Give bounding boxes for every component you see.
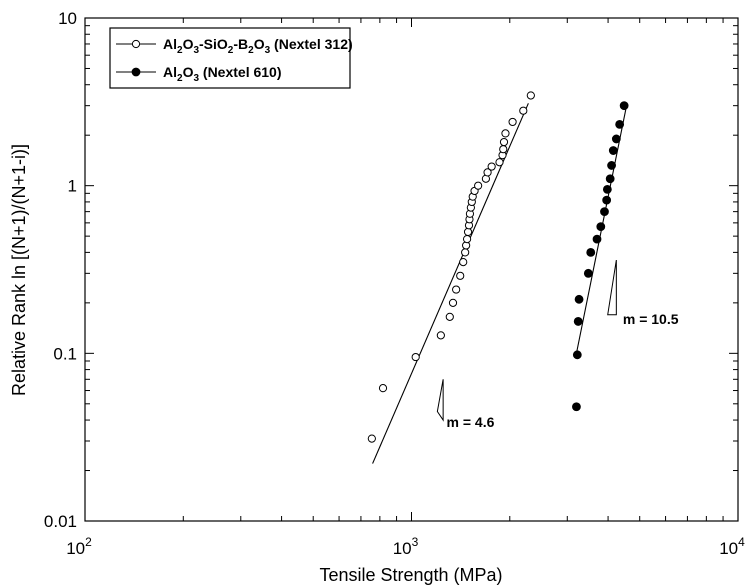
data-point-series-2 (619, 101, 629, 111)
data-point-series-1 (456, 271, 465, 280)
data-point-series-2 (586, 247, 596, 257)
data-markers (367, 91, 629, 443)
data-point-series-2 (600, 207, 609, 217)
slope-annotations: m = 4.6 m = 10.5 (436, 259, 679, 430)
y-tick-label: 1 (68, 177, 77, 196)
legend-label-part: O (254, 36, 265, 52)
data-point-series-1 (519, 106, 528, 115)
data-point-series-2 (573, 317, 583, 326)
data-point-series-2 (607, 161, 616, 170)
legend-label-part: O (183, 36, 194, 52)
data-point-series-1 (508, 117, 517, 127)
data-point-series-1 (499, 145, 508, 154)
slope-triangle (607, 259, 617, 316)
y-tick-label: 10 (58, 9, 77, 28)
legend-label-part: -SiO (199, 36, 228, 52)
data-point-series-1 (448, 298, 458, 307)
legend-label-1: Al2O3-SiO2-B2O3 (Nextel 312) (163, 36, 353, 56)
axis-ticks (84, 17, 739, 522)
data-point-series-1 (452, 285, 461, 294)
legend-label-part: 3 (193, 73, 199, 84)
plot-area (84, 17, 739, 522)
legend-label-part: -B (233, 36, 248, 52)
x-tick-base: 10 (393, 539, 412, 558)
data-point-series-2 (602, 195, 612, 205)
slope-label: m = 10.5 (623, 311, 679, 327)
data-point-series-2 (605, 174, 615, 184)
legend-label-part: 3 (193, 45, 199, 56)
data-point-series-1 (367, 434, 376, 443)
legend-label-2: Al2O3 (Nextel 610) (163, 64, 282, 84)
legend-label-part: 2 (177, 45, 183, 56)
data-point-series-1 (445, 312, 454, 321)
legend-label-part: (Nextel 610) (199, 64, 281, 80)
data-point-series-1 (495, 158, 504, 167)
y-tick-label: 0.1 (53, 344, 77, 363)
slope-label: m = 4.6 (447, 414, 495, 430)
data-point-series-1 (459, 258, 468, 267)
legend-label-part: 2 (248, 45, 254, 56)
data-point-series-2 (574, 294, 584, 304)
x-tick-exponent: 4 (738, 535, 745, 549)
legend-label-part: O (183, 64, 194, 80)
data-point-series-2 (615, 119, 625, 129)
legend: Al2O3-SiO2-B2O3 (Nextel 312)Al2O3 (Nexte… (109, 27, 353, 89)
x-tick-label: 104 (719, 535, 745, 558)
legend-box (109, 27, 351, 89)
x-tick-base: 10 (719, 539, 738, 558)
legend-label-part: 2 (228, 45, 234, 56)
data-point-series-1 (461, 248, 470, 257)
data-point-series-2 (611, 134, 621, 144)
data-point-series-1 (411, 352, 420, 362)
data-point-series-2 (572, 402, 581, 412)
data-point-series-2 (602, 185, 612, 194)
x-axis-title: Tensile Strength (MPa) (319, 565, 502, 585)
data-point-series-2 (572, 350, 582, 360)
legend-label-part: 3 (265, 45, 271, 56)
legend-label-part: Al (163, 36, 177, 52)
x-tick-label: 102 (66, 535, 92, 558)
data-point-series-1 (462, 235, 472, 244)
data-point-series-2 (596, 222, 606, 231)
x-tick-label: 103 (393, 535, 419, 558)
x-tick-exponent: 2 (85, 535, 92, 549)
data-point-series-1 (526, 91, 535, 100)
data-point-series-1 (436, 331, 445, 340)
data-point-series-1 (499, 137, 509, 147)
data-point-series-2 (592, 234, 602, 244)
data-point-series-1 (378, 384, 388, 393)
legend-label-part: (Nextel 312) (270, 36, 352, 52)
y-tick-label: 0.01 (44, 512, 77, 531)
slope-triangle (436, 379, 444, 422)
data-point-series-2 (608, 146, 618, 155)
data-point-series-1 (501, 129, 510, 138)
x-tick-base: 10 (66, 539, 85, 558)
legend-marker-1 (131, 39, 141, 49)
x-tick-exponent: 3 (412, 535, 419, 549)
legend-label-part: Al (163, 64, 177, 80)
legend-marker-2 (131, 67, 141, 77)
data-point-series-2 (583, 268, 593, 278)
data-point-series-1 (483, 168, 492, 177)
legend-label-part: 2 (177, 73, 183, 84)
y-axis-title: Relative Rank ln [(N+1)/(N+1-i)] (9, 144, 29, 396)
data-point-series-1 (463, 227, 473, 236)
data-point-series-1 (487, 162, 496, 171)
data-point-series-1 (474, 181, 483, 190)
